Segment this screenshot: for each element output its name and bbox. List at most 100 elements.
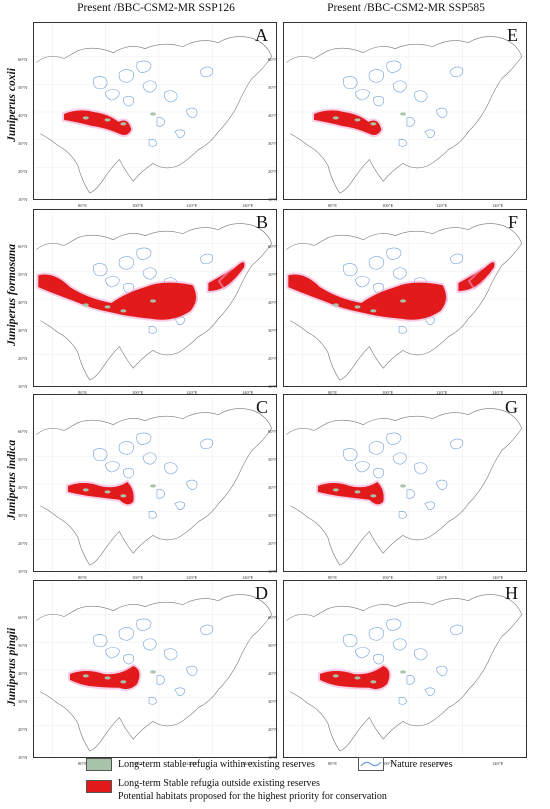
refugia-within-reserves xyxy=(400,299,406,303)
latitude-label: 10°N xyxy=(268,755,278,760)
refugia-within-reserves xyxy=(332,674,339,678)
map-figure xyxy=(284,210,526,386)
latitude-label: 50°N xyxy=(18,85,28,90)
nature-reserve-outline xyxy=(118,627,134,641)
nature-reserve-outline xyxy=(156,489,166,499)
nature-reserve-outline xyxy=(406,675,416,685)
nature-reserve-outline xyxy=(398,510,408,519)
longitude-label: 100°E xyxy=(132,203,144,208)
nature-reserve-outline xyxy=(450,438,464,450)
nature-reserve-outline xyxy=(414,648,428,661)
latitude-label: 30°N xyxy=(18,328,28,333)
nature-reserve-outline xyxy=(148,510,158,519)
row-label-indica: Juniperus indica xyxy=(6,439,19,521)
longitude-label: 100°E xyxy=(382,761,394,766)
longitude-label: 140°E xyxy=(492,761,504,766)
nature-reserve-outline xyxy=(343,76,358,90)
nature-reserves-swatch xyxy=(358,757,384,771)
nature-reserve-outline xyxy=(355,646,370,659)
nature-reserve-outline xyxy=(368,627,384,641)
latitude-label: 60°N xyxy=(268,429,278,434)
longitude-label: 80°E xyxy=(328,390,338,395)
nature-reserve-outline xyxy=(136,60,152,73)
longitude-label: 100°E xyxy=(382,390,394,395)
nature-reserve-outline xyxy=(164,648,178,661)
refugia-within-reserves xyxy=(104,118,111,122)
longitude-label: 100°E xyxy=(132,575,144,580)
longitude-label: 80°E xyxy=(328,575,338,580)
latitude-label: 20°N xyxy=(268,169,278,174)
latitude-label: 40°N xyxy=(18,485,28,490)
latitude-label: 60°N xyxy=(268,57,278,62)
latitude-label: 10°N xyxy=(18,197,28,202)
refugia-within-reserves xyxy=(332,116,339,120)
nature-reserve-outline xyxy=(123,95,135,107)
nature-reserve-outline xyxy=(406,489,416,499)
nature-reserve-outline xyxy=(186,107,198,119)
map-panel-e: E 60°N 50°N 40°N 30°N 20°N 10°N 80°E 100°E 120°E 1… xyxy=(268,22,527,208)
refugia-within-reserves xyxy=(82,674,89,678)
refugia-within-reserves xyxy=(354,676,361,680)
nature-reserve-outline xyxy=(373,653,385,665)
refugia-within-reserves xyxy=(104,676,111,680)
nature-reserve-outline xyxy=(105,275,120,288)
nature-reserve-outline xyxy=(414,90,428,103)
latitude-label: 40°N xyxy=(18,671,28,676)
nature-reserve-outline xyxy=(123,467,135,479)
latitude-label: 40°N xyxy=(18,113,28,118)
latitude-label: 20°N xyxy=(268,541,278,546)
latitude-label: 30°N xyxy=(268,513,278,518)
refugia-within-reserves xyxy=(370,680,377,684)
refugia-outside-reserves xyxy=(220,262,245,288)
latitude-label: 20°N xyxy=(268,356,278,361)
coastline xyxy=(286,36,523,194)
latitude-label: 60°N xyxy=(268,244,278,249)
latitude-label: 10°N xyxy=(268,197,278,202)
nature-reserve-outline xyxy=(148,138,158,147)
latitude-label: 20°N xyxy=(268,727,278,732)
latitude-label: 60°N xyxy=(18,615,28,620)
latitude-label: 60°N xyxy=(18,244,28,249)
longitude-label: 100°E xyxy=(382,575,394,580)
refugia-within-reserves xyxy=(120,494,127,498)
latitude-label: 30°N xyxy=(18,513,28,518)
nature-reserve-outline xyxy=(105,460,120,473)
refugia-within-reserves xyxy=(370,494,377,498)
longitude-label: 140°E xyxy=(242,390,254,395)
longitude-label: 140°E xyxy=(242,761,254,766)
nature-reserve-outline xyxy=(118,256,134,270)
nature-reserve-outline xyxy=(174,687,185,696)
nature-reserve-outline xyxy=(368,69,384,83)
nature-reserve-outline xyxy=(105,646,120,659)
refugia-within-reserves xyxy=(82,303,89,307)
nature-reserve-outline xyxy=(450,624,464,636)
nature-reserve-outline xyxy=(123,653,135,665)
longitude-label: 120°E xyxy=(436,203,448,208)
nature-reserve-outline xyxy=(392,267,407,280)
panel-letter: F xyxy=(507,212,518,232)
panel-letter: C xyxy=(255,397,268,417)
refugia-within-reserves xyxy=(104,490,111,494)
refugia-within-reserves xyxy=(370,122,377,126)
nature-reserve-outline xyxy=(136,247,152,260)
longitude-label: 140°E xyxy=(492,203,504,208)
refugia-outside-reserves xyxy=(314,110,382,136)
longitude-label: 100°E xyxy=(132,390,144,395)
nature-reserve-outline xyxy=(200,66,214,78)
latitude-label: 30°N xyxy=(18,141,28,146)
longitude-label: 80°E xyxy=(328,203,338,208)
nature-reserve-outline xyxy=(373,467,385,479)
longitude-label: 140°E xyxy=(242,203,254,208)
latitude-label: 50°N xyxy=(268,457,278,462)
legend-outside-reserves: Long-term Stable refugia outside existin… xyxy=(118,778,320,789)
refugia-within-reserves xyxy=(150,670,156,674)
longitude-label: 120°E xyxy=(186,390,198,395)
map-figure xyxy=(284,395,526,571)
nature-reserve-outline xyxy=(142,452,157,465)
refugia-within-reserves xyxy=(150,299,156,303)
nature-reserve-outline xyxy=(118,69,134,83)
latitude-label: 60°N xyxy=(18,57,28,62)
latitude-label: 30°N xyxy=(268,141,278,146)
nature-reserve-outline xyxy=(368,256,384,270)
refugia-within-reserves xyxy=(332,303,339,307)
